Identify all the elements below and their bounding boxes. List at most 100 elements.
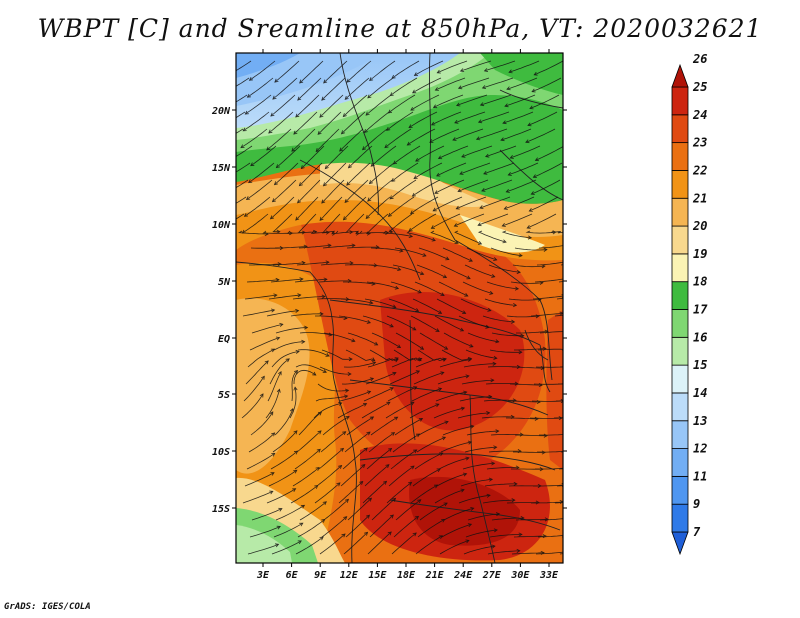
streamline-arrowhead: [270, 112, 275, 117]
streamline: [406, 230, 436, 241]
streamline: [274, 162, 299, 186]
streamline-arrowhead: [541, 264, 546, 269]
streamline-arrowhead: [489, 290, 494, 295]
streamline-arrowhead: [319, 113, 324, 118]
streamline: [370, 416, 398, 436]
streamline-arrowhead: [301, 260, 306, 266]
streamline-arrowhead: [586, 379, 589, 382]
streamline-arrowhead: [270, 308, 276, 313]
streamline: [297, 519, 325, 538]
streamline-arrowhead: [415, 433, 421, 438]
streamline-arrowhead: [295, 308, 300, 313]
streamline-arrowhead: [518, 532, 523, 537]
streamline: [556, 485, 563, 487]
streamline: [386, 111, 414, 131]
streamline-arrowhead: [567, 533, 570, 536]
streamline: [266, 488, 296, 504]
streamline: [416, 264, 447, 278]
streamline: [460, 60, 492, 72]
streamline-arrowhead: [293, 430, 298, 435]
streamline: [297, 349, 330, 357]
colorbar-labels: 7 9 11 12 13 14 15 16 17 18 19 20 21 22 23 24 25 26: [692, 52, 708, 539]
streamline-arrowhead: [408, 227, 413, 232]
streamline-arrowhead: [299, 277, 304, 282]
streamline: [458, 315, 489, 328]
streamline: [527, 111, 558, 126]
streamline-arrowhead: [516, 269, 521, 274]
streamline-arrowhead: [418, 418, 424, 422]
streamline: [414, 452, 443, 470]
streamline-arrowhead: [394, 285, 400, 290]
streamline-arrowhead: [266, 146, 271, 151]
streamline: [506, 179, 537, 193]
streamline-arrowhead: [509, 155, 514, 159]
streamline: [340, 298, 373, 304]
streamline: [348, 145, 373, 169]
colorbar-label: 9: [693, 497, 700, 511]
streamline-arrowhead: [410, 107, 415, 111]
streamline: [369, 514, 394, 538]
streamline: [292, 467, 320, 487]
streamline-arrowhead: [268, 129, 273, 134]
streamline: [267, 371, 282, 402]
streamline: [361, 401, 391, 419]
streamline: [246, 179, 273, 200]
streamline-arrowhead: [432, 104, 438, 109]
streamline: [413, 162, 443, 179]
streamline-arrowhead: [477, 222, 482, 227]
streamline-arrowhead: [502, 120, 507, 125]
colorbar-swatch: [671, 86, 689, 116]
lat-tick-label: 5N: [218, 277, 231, 288]
streamline: [292, 296, 325, 300]
streamline-arrowhead: [218, 210, 222, 213]
streamline-arrowhead: [584, 314, 587, 317]
streamline: [299, 501, 327, 521]
streamline: [481, 416, 514, 419]
streamline: [369, 60, 396, 81]
streamline: [343, 281, 375, 285]
streamline-arrowhead: [534, 416, 539, 421]
streamline: [345, 514, 370, 538]
streamline-arrowhead: [394, 416, 399, 421]
streamline-arrowhead: [387, 109, 393, 114]
streamline-arrowhead: [370, 162, 375, 167]
streamline-arrowhead: [275, 336, 281, 341]
colorbar-label: 24: [692, 108, 707, 122]
streamline: [535, 467, 563, 470]
colorbar-swatch: [671, 336, 689, 366]
streamline: [436, 298, 466, 314]
streamline-arrowhead: [217, 125, 221, 128]
streamline-arrowhead: [321, 294, 326, 299]
streamline: [271, 351, 300, 368]
streamline: [504, 94, 536, 107]
streamline: [346, 162, 371, 186]
streamline-arrowhead: [469, 343, 474, 348]
streamline: [315, 395, 348, 402]
streamline-arrowhead: [440, 292, 445, 296]
streamline: [272, 179, 297, 203]
streamline: [434, 489, 465, 504]
streamline: [434, 315, 464, 332]
streamline-arrowhead: [564, 467, 567, 470]
streamline-arrowhead: [317, 130, 322, 135]
streamline: [415, 535, 443, 555]
streamline-arrowhead: [317, 411, 323, 416]
streamline-arrowhead: [408, 233, 414, 238]
streamline-arrowhead: [349, 261, 354, 266]
streamline-arrowhead: [347, 372, 352, 377]
streamline-arrowhead: [368, 180, 374, 185]
streamline-arrowhead: [565, 365, 568, 368]
colorbar-label: 12: [693, 442, 707, 456]
streamline: [434, 179, 465, 194]
lon-tick-label: 15E: [368, 570, 387, 581]
streamline-arrowhead: [271, 198, 276, 203]
streamline: [236, 94, 248, 103]
streamline-arrowhead: [321, 199, 326, 204]
streamline: [299, 60, 324, 84]
streamline: [294, 278, 327, 283]
streamline: [459, 396, 492, 402]
streamline: [369, 349, 399, 361]
streamline: [467, 513, 500, 521]
streamline-arrowhead: [436, 468, 441, 473]
colorbar-label: 23: [692, 136, 707, 150]
